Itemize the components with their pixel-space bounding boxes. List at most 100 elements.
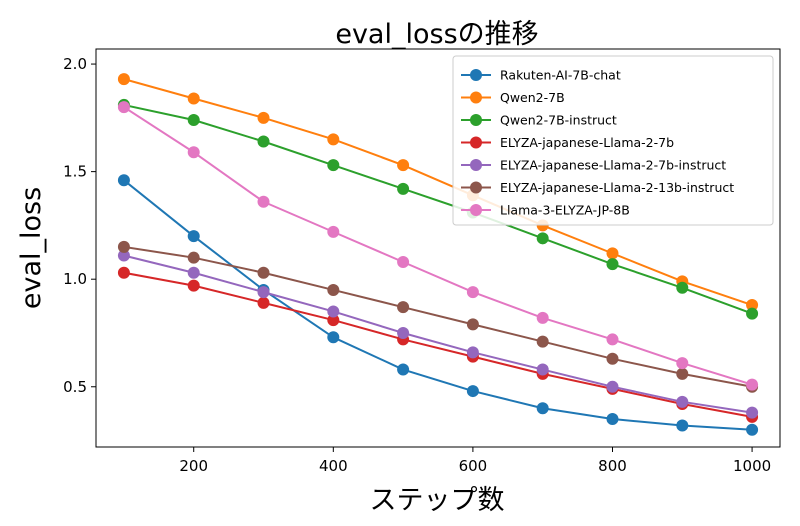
chart-title: eval_lossの推移 — [335, 19, 538, 50]
legend-label: Llama-3-ELYZA-JP-8B — [500, 203, 630, 218]
data-point — [397, 159, 410, 172]
data-point — [536, 335, 549, 348]
x-tick-label: 600 — [459, 457, 488, 475]
legend-entry: Qwen2-7B — [461, 90, 565, 105]
data-point — [746, 406, 759, 419]
data-point — [187, 113, 200, 126]
data-point — [327, 159, 340, 172]
series-line — [123, 179, 753, 431]
data-point — [187, 146, 200, 159]
data-point — [257, 296, 270, 309]
data-point — [257, 286, 270, 299]
legend-marker — [470, 136, 482, 149]
legend-box — [452, 55, 774, 226]
data-point — [746, 423, 759, 436]
data-point — [466, 286, 479, 299]
data-point — [257, 195, 270, 208]
legend-label: ELYZA-japanese-Llama-2-13b-instruct — [500, 180, 734, 195]
data-point — [676, 367, 689, 380]
legend-entries: Rakuten-AI-7B-chat Qwen2-7B Qwen2-7B-instr… — [461, 68, 734, 218]
legend-entry: ELYZA-japanese-Llama-2-7b — [461, 135, 674, 150]
data-point — [746, 299, 759, 312]
data-point — [257, 266, 270, 279]
series-line — [123, 271, 753, 418]
data-point — [606, 333, 619, 346]
series-0 — [117, 174, 759, 436]
data-point — [117, 240, 130, 253]
legend-label: Qwen2-7B-instruct — [500, 113, 617, 128]
x-tick-label: 400 — [319, 457, 348, 475]
series-line — [123, 254, 753, 414]
data-point — [397, 182, 410, 195]
data-point — [606, 258, 619, 271]
x-tick-label: 200 — [179, 457, 208, 475]
data-point — [676, 357, 689, 370]
series-line — [123, 103, 753, 315]
data-point — [397, 363, 410, 376]
series-5 — [117, 240, 759, 393]
data-point — [187, 266, 200, 279]
legend-marker — [470, 91, 482, 104]
data-point — [187, 230, 200, 243]
legend-marker — [470, 159, 482, 171]
legend-entry: ELYZA-japanese-Llama-2-7b-instruct — [461, 158, 726, 173]
data-point — [257, 111, 270, 124]
data-point — [327, 331, 340, 344]
data-point — [536, 311, 549, 324]
legend-label: Qwen2-7B — [500, 90, 565, 105]
data-point — [606, 247, 619, 260]
data-point — [536, 402, 549, 415]
series-6 — [117, 101, 759, 391]
legend-entry: Llama-3-ELYZA-JP-8B — [461, 203, 630, 218]
data-point — [536, 363, 549, 376]
data-point — [117, 101, 130, 114]
data-point — [397, 301, 410, 314]
y-axis-ticks: 0.5 1.0 1.5 2.0 — [63, 55, 96, 396]
data-point — [606, 413, 619, 426]
legend-entry: Qwen2-7B-instruct — [461, 113, 617, 128]
plot-area: 200 400 600 800 1000 0.5 1.0 1.5 2.0 — [63, 48, 781, 475]
x-tick-label: 800 — [598, 457, 627, 475]
data-point — [606, 380, 619, 393]
data-point — [676, 281, 689, 294]
legend-marker — [470, 204, 482, 216]
legend-marker — [470, 181, 482, 194]
data-point — [397, 255, 410, 268]
data-point — [117, 249, 130, 262]
legend-label: ELYZA-japanese-Llama-2-7b-instruct — [500, 158, 726, 173]
x-tick-label: 1000 — [733, 457, 771, 475]
data-point — [327, 305, 340, 318]
y-tick-label: 1.5 — [63, 163, 87, 181]
x-axis-label: ステップ数 — [370, 485, 505, 516]
y-axis-label: eval_loss — [16, 187, 47, 309]
data-point — [117, 174, 130, 187]
data-point — [327, 283, 340, 296]
legend-marker — [470, 69, 482, 81]
legend-entry: Rakuten-AI-7B-chat — [461, 68, 621, 83]
data-point — [676, 419, 689, 432]
data-point — [746, 307, 759, 320]
y-tick-label: 2.0 — [63, 55, 87, 73]
data-point — [466, 385, 479, 398]
legend-marker — [470, 114, 482, 126]
data-point — [746, 378, 759, 391]
data-point — [117, 73, 130, 86]
series-line — [123, 106, 753, 386]
series-4 — [117, 249, 759, 419]
legend-entry: ELYZA-japanese-Llama-2-13b-instruct — [461, 180, 734, 195]
data-point — [466, 318, 479, 331]
series-line — [123, 78, 753, 306]
legend-label: ELYZA-japanese-Llama-2-7b — [500, 135, 674, 150]
legend-label: Rakuten-AI-7B-chat — [500, 68, 621, 83]
data-point — [466, 346, 479, 359]
data-point — [327, 314, 340, 327]
data-point — [187, 279, 200, 292]
data-point — [327, 225, 340, 238]
data-point — [606, 352, 619, 365]
plot-frame — [95, 48, 781, 448]
data-point — [187, 92, 200, 105]
data-point — [117, 266, 130, 279]
data-point — [676, 395, 689, 408]
x-axis-ticks: 200 400 600 800 1000 — [179, 447, 771, 475]
